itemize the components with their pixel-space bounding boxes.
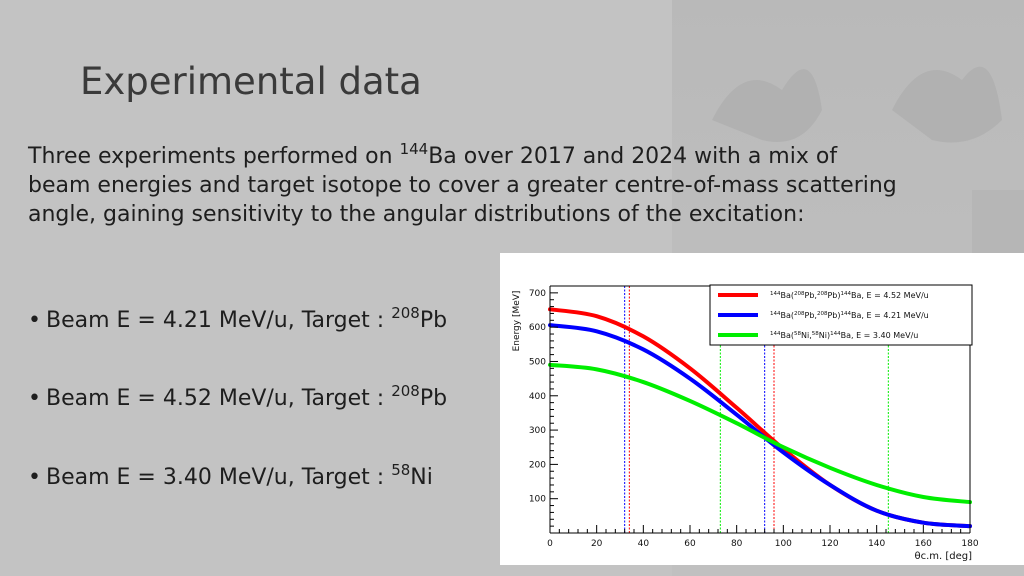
intro-text-1: Three experiments performed on: [28, 144, 400, 169]
legend-entry: 144Ba(208Pb,208Pb)144Ba, E = 4.21 MeV/u: [770, 311, 929, 320]
bullet-suffix: Pb: [419, 386, 448, 411]
intro-paragraph: Three experiments performed on 144Ba ove…: [28, 142, 898, 229]
x-tick-label: 180: [961, 539, 978, 549]
bullet-item: • Beam E = 3.40 MeV/u, Target : 58Ni: [28, 463, 433, 491]
y-tick-label: 400: [529, 392, 546, 402]
bullet-item: • Beam E = 4.21 MeV/u, Target : 208Pb: [28, 306, 448, 334]
bullet-superscript: 208: [391, 382, 420, 400]
y-tick-label: 700: [529, 289, 546, 299]
legend-entry: 144Ba(208Pb,208Pb)144Ba, E = 4.52 MeV/u: [770, 291, 929, 300]
chart-panel: 0 20 40 60 80 100 120 140 160 180 100 200 300 400 500 6…: [500, 253, 1024, 565]
bullet-suffix: Pb: [419, 308, 448, 333]
x-tick-label: 60: [684, 539, 696, 549]
y-tick-label: 600: [529, 323, 546, 333]
x-tick-label: 20: [591, 539, 603, 549]
y-tick-label: 100: [529, 495, 546, 505]
bullet-dot-icon: •: [28, 308, 41, 333]
energy-chart: 0 20 40 60 80 100 120 140 160 180 100 200 300 400 500 6…: [512, 284, 979, 562]
intro-superscript: 144: [399, 140, 429, 158]
x-tick-label: 40: [638, 539, 650, 549]
bullet-text: Beam E = 3.40 MeV/u, Target :: [46, 465, 392, 490]
y-tick-label: 500: [529, 357, 546, 367]
bullet-suffix: Ni: [410, 465, 433, 490]
x-tick-label: 80: [731, 539, 743, 549]
bullet-text: Beam E = 4.21 MeV/u, Target :: [46, 308, 392, 333]
bullet-superscript: 208: [391, 304, 420, 322]
legend-entry: 144Ba(58Ni,58Ni)144Ba, E = 3.40 MeV/u: [770, 331, 918, 340]
bullet-dot-icon: •: [28, 386, 41, 411]
x-tick-label: 120: [821, 539, 838, 549]
y-axis-label: Energy [MeV]: [512, 291, 522, 352]
chart-legend: 144Ba(208Pb,208Pb)144Ba, E = 4.52 MeV/u 1…: [709, 284, 973, 346]
series-line: [548, 362, 972, 505]
y-tick-label: 200: [529, 460, 546, 470]
x-axis-label: θc.m. [deg]: [914, 551, 972, 562]
bullet-text: Beam E = 4.52 MeV/u, Target :: [46, 386, 392, 411]
intro-text-2: Ba over 2017 and 2024 with a mix of beam…: [28, 144, 897, 227]
x-tick-label: 0: [547, 539, 553, 549]
bullet-dot-icon: •: [28, 465, 41, 490]
page-title: Experimental data: [80, 60, 422, 103]
y-tick-label: 300: [529, 426, 546, 436]
series-line: [548, 323, 972, 529]
x-tick-label: 100: [775, 539, 792, 549]
bullet-item: • Beam E = 4.52 MeV/u, Target : 208Pb: [28, 384, 448, 412]
x-tick-label: 140: [868, 539, 885, 549]
bullet-superscript: 58: [391, 461, 411, 479]
x-tick-label: 160: [915, 539, 932, 549]
